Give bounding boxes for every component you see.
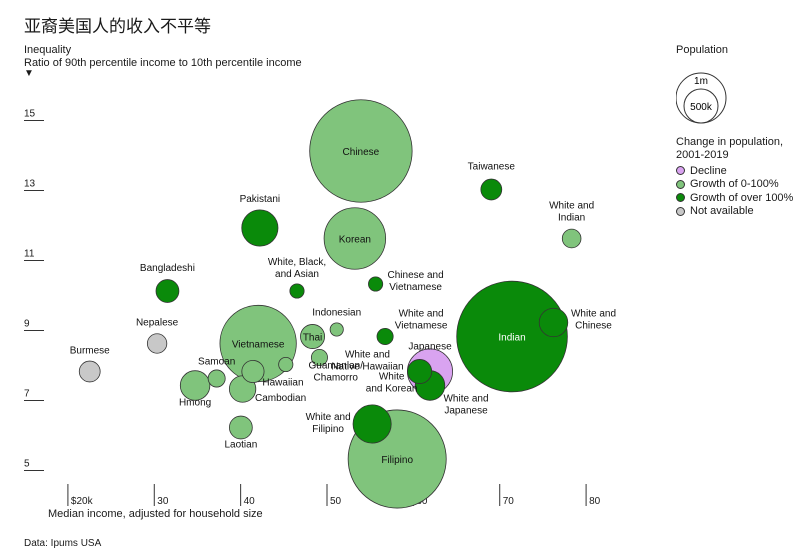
legend-item-label: Not available — [690, 205, 754, 218]
bubble-burmese — [78, 360, 101, 383]
bubble-label: White and Korean — [366, 372, 418, 395]
legend-change-title: Change in population, 2001-2019 — [676, 136, 784, 161]
bubble-korean — [323, 207, 387, 270]
bubble-label: White and Indian — [549, 201, 594, 224]
bubble-white-and-chinese — [538, 307, 569, 338]
y-tick-label: 7 — [24, 389, 30, 400]
bubble-label: Korean — [339, 235, 371, 246]
y-axis-label-line1: Inequality — [24, 44, 72, 56]
bubble-white-and-indian — [561, 228, 582, 249]
bubble-label: Indonesian — [312, 308, 361, 319]
y-axis-label: Inequality Ratio of 90th percentile inco… — [24, 44, 302, 70]
bubble-label: White and Vietnamese — [395, 309, 448, 332]
bubble-nepalese — [146, 333, 168, 354]
y-tick-label: 15 — [24, 109, 36, 120]
bubble-label: White and Japanese — [443, 394, 488, 417]
bubble-label: White, Black, and Asian — [268, 257, 326, 280]
source-note: Data: Ipums USA — [24, 538, 102, 549]
legend-swatch — [676, 193, 685, 203]
legend-item-label: Growth of 0-100% — [690, 178, 779, 191]
bubble-label: Thai — [303, 333, 322, 344]
bubble-label: White and Filipino — [306, 412, 351, 435]
legend-swatch — [676, 179, 685, 189]
legend-population-title: Population — [676, 44, 728, 56]
y-tick-label: 13 — [24, 179, 36, 190]
x-axis-label: Median income, adjusted for household si… — [48, 508, 263, 520]
bubble-label: Filipino — [381, 455, 413, 466]
y-tick-label: 11 — [24, 249, 35, 260]
bubble-white-and-filipino — [352, 404, 392, 444]
legend-item-label: Growth of over 100% — [690, 191, 794, 204]
x-tick-label: 80 — [589, 496, 601, 507]
bubble-white-black-and-asian — [289, 283, 305, 299]
bubble-hawaiian — [241, 359, 265, 384]
bubble-label: Vietnamese — [232, 340, 285, 351]
bubble-laotian — [229, 415, 253, 440]
legend-size-key: 1m 500k — [676, 72, 727, 124]
legend-item-decline: Decline — [676, 164, 793, 178]
bubble-samoan — [207, 369, 226, 388]
y-tick-label: 5 — [24, 459, 30, 470]
bubble-white-and-korean — [407, 359, 433, 384]
bubble-indian — [456, 280, 568, 393]
bubble-thai — [300, 324, 326, 349]
down-arrow-icon: ▼ — [24, 68, 34, 79]
x-tick-label: 40 — [244, 496, 256, 507]
bubble-label: Hmong — [179, 398, 211, 409]
bubble-label: Chinese — [343, 147, 380, 158]
legend-size-500k-circle — [683, 88, 719, 124]
bubble-chinese — [309, 99, 413, 203]
legend-item-label: Decline — [690, 164, 727, 177]
bubble-label: Hawaiian — [262, 378, 303, 389]
y-axis-label-line2: Ratio of 90th percentile income to 10th … — [24, 57, 302, 69]
bubble-label: Taiwanese — [468, 162, 516, 173]
legend-item-growth-over-100: Growth of over 100% — [676, 191, 793, 205]
bubble-chinese-and-vietnamese — [368, 276, 384, 292]
y-tick-label: 9 — [24, 319, 30, 330]
legend-size-500k-label: 500k — [690, 102, 713, 113]
bubble-label: Burmese — [70, 346, 110, 357]
x-tick-label: $20k — [71, 496, 94, 507]
bubble-label: White and Chinese — [571, 309, 616, 332]
bubble-label: Indian — [498, 333, 525, 344]
x-tick-label: 70 — [503, 496, 515, 507]
bubble-label: Laotian — [224, 440, 257, 451]
bubble-white-and-native-hawaiian — [310, 348, 328, 366]
legend-items: Decline Growth of 0-100% Growth of over … — [676, 164, 793, 218]
bubble-label: Japanese — [408, 342, 452, 353]
bubble-guamanian-chamorro — [278, 356, 294, 373]
bubble-label: White and Native Hawaiian — [331, 350, 403, 373]
x-tick-label: 50 — [330, 496, 342, 507]
bubble-label: Guamanian/Chamorro — [309, 361, 364, 384]
bubble-label: Chinese and Vietnamese — [388, 270, 444, 293]
x-tick-label: 30 — [157, 496, 169, 507]
bubble-bangladeshi — [155, 279, 180, 303]
chart-title: 亚裔美国人的收入不平等 — [24, 17, 211, 37]
bubble-label: Pakistani — [240, 194, 281, 205]
legend-size-1m-label: 1m — [694, 76, 708, 87]
bubble-hmong — [179, 370, 211, 401]
bubble-white-and-vietnamese — [376, 327, 394, 345]
bubble-label: Samoan — [198, 357, 235, 368]
bubble-taiwanese — [480, 178, 503, 201]
bubble-label: Bangladeshi — [140, 263, 195, 274]
legend-swatch — [676, 206, 685, 216]
bubble-label: Nepalese — [136, 318, 179, 329]
bubble-label: Cambodian — [255, 393, 306, 404]
legend-swatch — [676, 166, 685, 176]
bubble-pakistani — [241, 209, 279, 247]
legend-item-growth-0-100: Growth of 0-100% — [676, 178, 793, 192]
legend-item-not-available: Not available — [676, 205, 793, 219]
bubble-indonesian — [329, 322, 344, 337]
